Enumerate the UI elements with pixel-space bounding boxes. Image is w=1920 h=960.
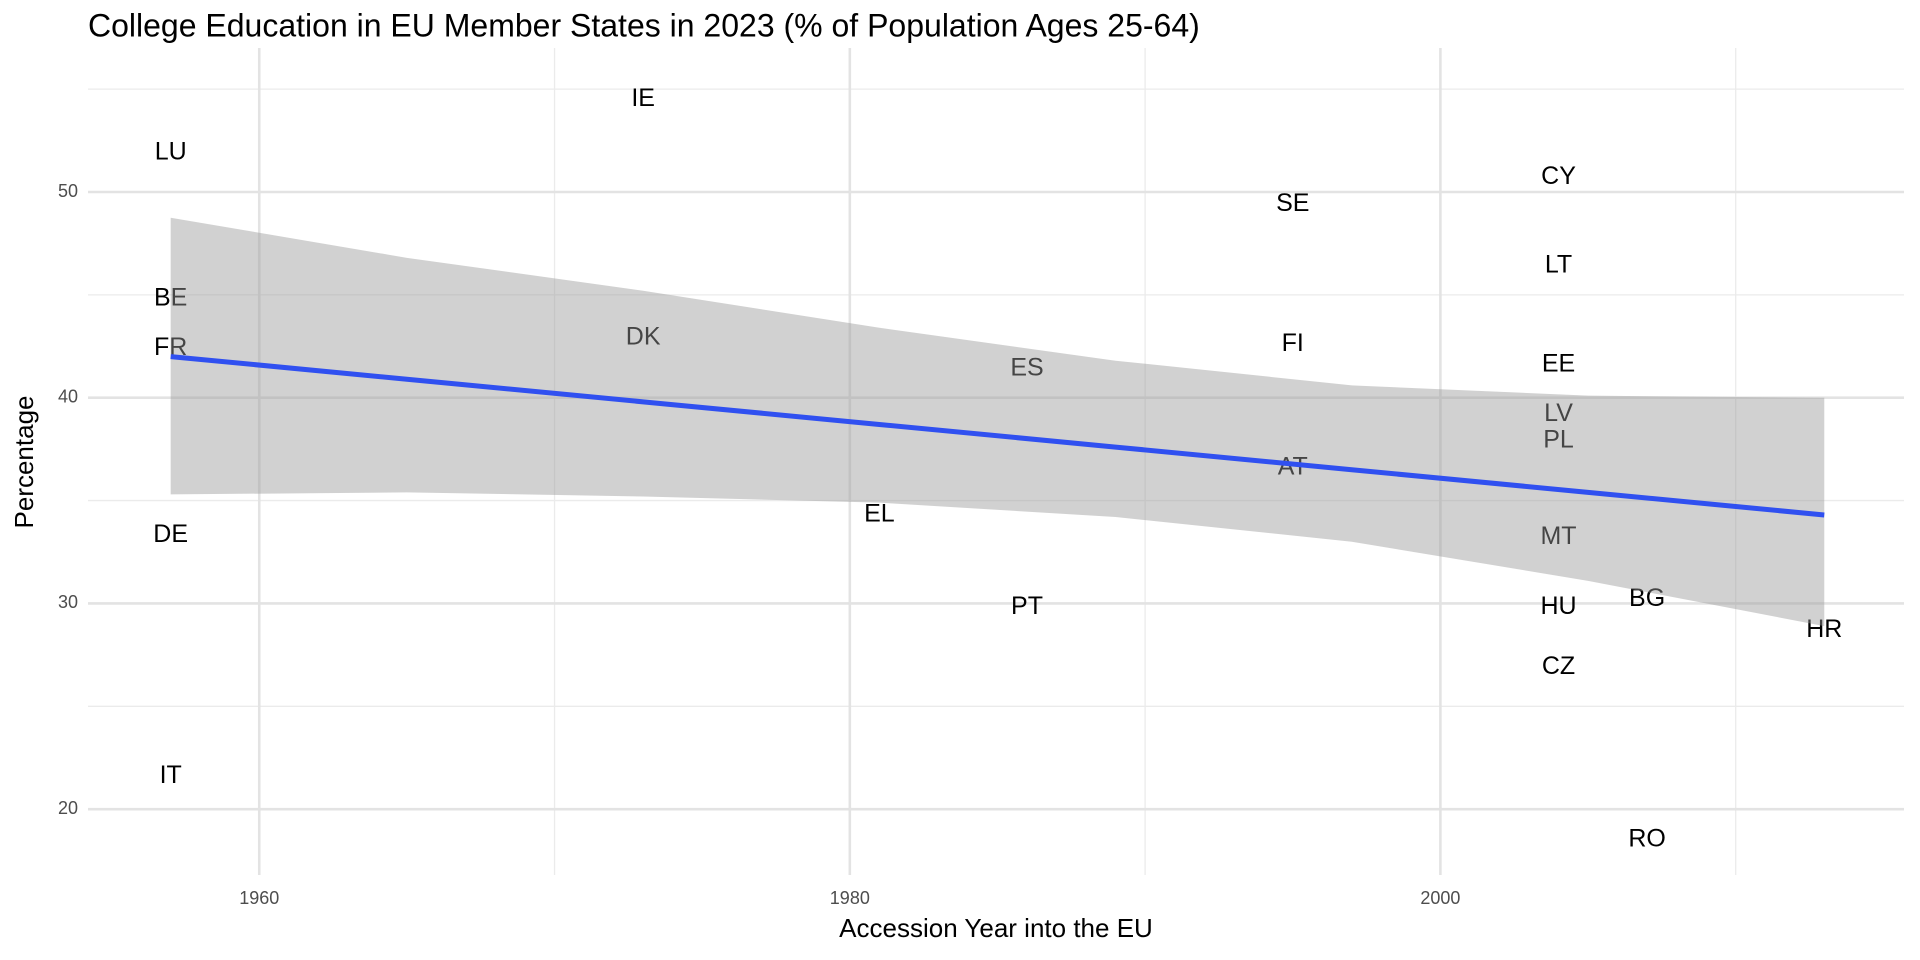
point-label: PL xyxy=(1543,426,1574,454)
x-axis-title: Accession Year into the EU xyxy=(839,913,1153,943)
point-label: SE xyxy=(1276,189,1309,217)
point-label: LT xyxy=(1545,251,1572,279)
y-tick-label: 40 xyxy=(58,386,78,406)
point-label: PT xyxy=(1011,592,1043,620)
point-label: EE xyxy=(1542,349,1575,377)
confidence-band xyxy=(170,217,1825,627)
point-label: HR xyxy=(1806,615,1842,643)
x-tick-label: 1960 xyxy=(239,888,279,908)
point-label: BE xyxy=(154,284,187,312)
point-label: LU xyxy=(155,138,187,166)
point-label: EL xyxy=(864,500,895,528)
y-tick-label: 30 xyxy=(58,592,78,612)
point-label: LV xyxy=(1544,399,1573,427)
point-label: CY xyxy=(1541,162,1576,190)
x-tick-label: 2000 xyxy=(1420,888,1460,908)
point-label: MT xyxy=(1540,522,1576,550)
chart-title: College Education in EU Member States in… xyxy=(88,7,1200,43)
point-label: IE xyxy=(631,84,655,112)
point-label: FI xyxy=(1282,329,1304,357)
point-label: BG xyxy=(1629,584,1665,612)
trend-line xyxy=(170,354,1825,518)
point-label: DE xyxy=(153,520,188,548)
point-label: IT xyxy=(160,761,182,789)
y-tick-label: 50 xyxy=(58,181,78,201)
x-tick-label: 1980 xyxy=(830,888,870,908)
y-tick-label: 20 xyxy=(58,798,78,818)
point-label: CZ xyxy=(1542,652,1575,680)
y-axis-title: Percentage xyxy=(9,396,39,529)
point-label: DK xyxy=(626,323,661,351)
point-label: ES xyxy=(1010,354,1043,382)
point-label: HU xyxy=(1540,592,1576,620)
point-label: RO xyxy=(1628,825,1666,853)
